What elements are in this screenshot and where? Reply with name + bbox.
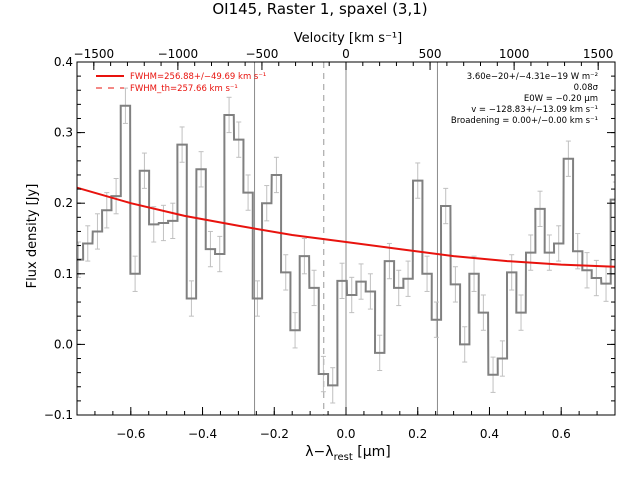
y-tick-label: 0.3 — [54, 126, 73, 140]
x-tick-label: −0.2 — [260, 427, 289, 441]
legend-label-fwhm: FWHM=256.88+/−49.69 km s⁻¹ — [130, 72, 266, 82]
x-tick-label: 0.0 — [336, 427, 355, 441]
v-tick-label: −1500 — [74, 47, 115, 61]
annotation-sigma: 0.08σ — [574, 83, 599, 93]
legend-label-fwhm-th: FWHM_th=257.66 km s⁻¹ — [130, 84, 238, 94]
annotation-block: 3.60e−20+/−4.31e−19 W m⁻² 0.08σ E0W = −0… — [451, 72, 599, 126]
annotation-velocity: v = −128.83+/−13.09 km s⁻¹ — [471, 105, 598, 115]
plot-area: −0.6 −0.4 −0.2 0.0 0.2 0.4 0.6 −1500 −1000 −500 0 5… — [44, 47, 616, 441]
y-tick-label: 0.1 — [54, 267, 73, 281]
fit-curve — [76, 186, 616, 268]
chart-title: OI145, Raster 1, spaxel (3,1) — [212, 0, 427, 18]
error-bars — [77, 87, 615, 404]
top-axis-label: Velocity [km s⁻¹] — [294, 31, 402, 46]
v-tick-label: 500 — [419, 47, 442, 61]
annotation-broadening: Broadening = 0.00+/−0.00 km s⁻¹ — [451, 116, 598, 126]
x-tick-label: 0.4 — [480, 427, 499, 441]
v-tick-label: 1500 — [583, 47, 614, 61]
annotation-eqw: E0W = −0.20 μm — [524, 94, 598, 104]
v-tick-label: −500 — [245, 47, 278, 61]
y-tick-label: 0.4 — [54, 55, 73, 69]
spectrum-line — [77, 104, 615, 387]
y-tick-label: 0.2 — [54, 196, 73, 210]
y-axis-label: Flux density [Jy] — [25, 184, 40, 289]
v-tick-label: 1000 — [499, 47, 530, 61]
legend: FWHM=256.88+/−49.69 km s⁻¹ FWHM_th=257.6… — [96, 72, 266, 94]
x-tick-label: −0.6 — [116, 427, 145, 441]
v-tick-label: −1000 — [158, 47, 199, 61]
v-tick-label: 0 — [342, 47, 350, 61]
x-tick-label: 0.2 — [408, 427, 427, 441]
x-tick-label: 0.6 — [552, 427, 571, 441]
annotation-flux: 3.60e−20+/−4.31e−19 W m⁻² — [467, 72, 598, 82]
y-tick-label: −0.1 — [44, 408, 73, 422]
x-axis-label: λ−λrest [μm] — [305, 444, 390, 463]
x-tick-label: −0.4 — [188, 427, 217, 441]
y-tick-label: 0.0 — [54, 337, 73, 351]
